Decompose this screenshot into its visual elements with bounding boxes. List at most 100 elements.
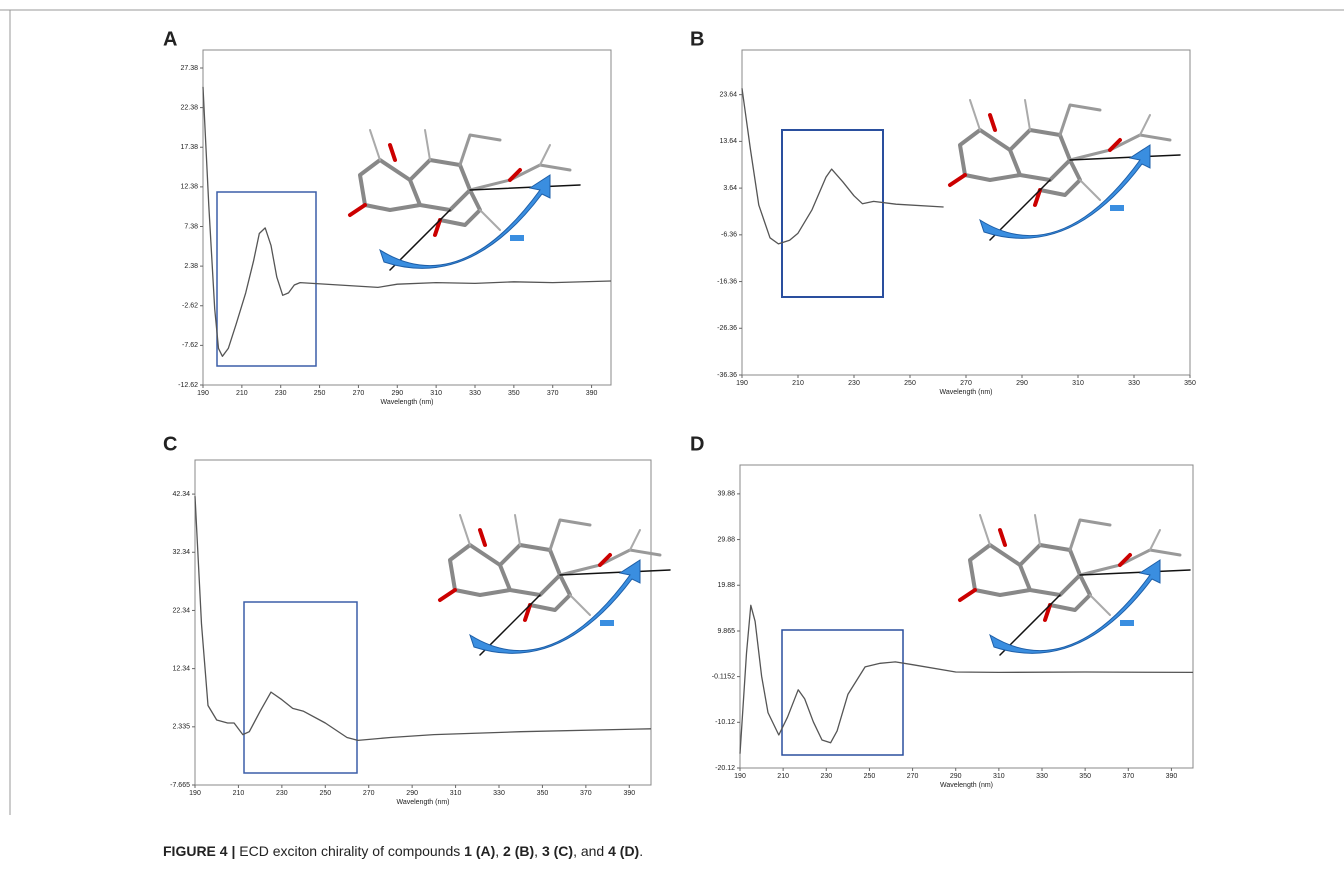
y-tick-label: 12.38 — [180, 184, 198, 191]
y-tick-label: -7.62 — [182, 342, 198, 349]
x-tick-label: 270 — [353, 390, 365, 397]
x-tick-label: 330 — [1128, 380, 1140, 387]
caption-part: , — [495, 843, 503, 859]
bond — [980, 515, 990, 545]
caption-part: FIGURE 4 | — [163, 843, 235, 859]
x-tick-label: 390 — [1166, 773, 1178, 780]
bond — [1020, 545, 1080, 595]
panel-letter: A — [163, 28, 177, 50]
x-tick-label: 350 — [1079, 773, 1091, 780]
caption-part: , — [534, 843, 542, 859]
y-tick-label: -7.665 — [170, 782, 190, 789]
bond — [410, 160, 470, 210]
y-tick-label: 19.88 — [717, 582, 735, 589]
y-tick-label: -12.62 — [178, 382, 198, 389]
y-tick-label: 32.34 — [172, 549, 190, 556]
molecule-model — [350, 130, 580, 270]
bond — [990, 115, 995, 130]
x-tick-label: 310 — [1072, 380, 1084, 387]
ecd-curve — [742, 88, 944, 244]
plot-frame — [742, 50, 1190, 375]
y-tick-label: 39.88 — [717, 491, 735, 498]
bond — [515, 515, 520, 545]
y-tick-label: 23.64 — [719, 92, 737, 99]
plot-frame — [740, 465, 1193, 768]
bond — [500, 545, 560, 595]
y-tick-label: -36.36 — [717, 372, 737, 379]
bond — [960, 590, 975, 600]
bond — [390, 145, 395, 160]
highlight-box — [217, 192, 316, 366]
bond — [1000, 530, 1005, 545]
x-tick-label: 290 — [950, 773, 962, 780]
caption-part: 2 (B) — [503, 843, 534, 859]
x-tick-label: 350 — [508, 390, 520, 397]
panel-letter: D — [690, 433, 704, 455]
x-tick-label: 330 — [469, 390, 481, 397]
highlight-box — [782, 130, 883, 297]
y-tick-label: 22.38 — [180, 104, 198, 111]
y-tick-label: 29.88 — [717, 536, 735, 543]
bond — [1025, 100, 1030, 130]
y-tick-label: 12.34 — [172, 665, 190, 672]
y-tick-label: 3.64 — [723, 185, 737, 192]
x-axis-label: Wavelength (nm) — [396, 799, 449, 806]
bond — [540, 145, 550, 165]
x-tick-label: 210 — [236, 390, 248, 397]
x-axis-label: Wavelength (nm) — [939, 389, 992, 396]
bond — [950, 175, 965, 185]
y-tick-label: -26.36 — [717, 325, 737, 332]
legend-swatch — [1120, 620, 1134, 626]
panel-letter: C — [163, 433, 177, 455]
ecd-curve — [195, 496, 651, 740]
x-tick-label: 250 — [904, 380, 916, 387]
x-tick-label: 330 — [493, 790, 505, 797]
bond — [1080, 180, 1100, 200]
y-tick-label: 27.38 — [180, 65, 198, 72]
bond — [1035, 515, 1040, 545]
highlight-box — [244, 602, 357, 773]
bond — [460, 515, 470, 545]
x-tick-label: 390 — [623, 790, 635, 797]
x-tick-label: 230 — [820, 773, 832, 780]
bond — [1150, 530, 1160, 550]
y-tick-label: -20.12 — [715, 765, 735, 772]
x-tick-label: 370 — [580, 790, 592, 797]
x-tick-label: 370 — [1122, 773, 1134, 780]
bond — [1010, 130, 1070, 180]
caption-part: ECD exciton chirality of compounds — [235, 843, 464, 859]
y-tick-label: 7.38 — [184, 223, 198, 230]
y-tick-label: -0.1152 — [712, 673, 735, 680]
figure: FIGURE 4 | ECD exciton chirality of comp… — [0, 0, 1344, 870]
x-tick-label: 250 — [314, 390, 326, 397]
x-tick-label: 210 — [233, 790, 245, 797]
x-tick-label: 210 — [777, 773, 789, 780]
x-tick-label: 350 — [1184, 380, 1196, 387]
y-tick-label: 2.335 — [172, 724, 190, 731]
bond — [350, 205, 365, 215]
plot-frame — [203, 50, 611, 385]
caption-part: 4 (D) — [608, 843, 639, 859]
caption-part: 1 (A) — [464, 843, 495, 859]
x-tick-label: 230 — [276, 790, 288, 797]
x-tick-label: 310 — [430, 390, 442, 397]
x-tick-label: 190 — [197, 390, 209, 397]
y-tick-label: 42.34 — [172, 491, 190, 498]
x-tick-label: 310 — [993, 773, 1005, 780]
x-tick-label: 270 — [960, 380, 972, 387]
molecule-model — [960, 515, 1190, 655]
x-tick-label: 310 — [450, 790, 462, 797]
x-tick-label: 270 — [363, 790, 375, 797]
caption-part: . — [639, 843, 643, 859]
y-tick-label: 17.38 — [180, 144, 198, 151]
ecd-curve — [740, 605, 1193, 753]
bond — [1070, 520, 1110, 550]
y-tick-label: 13.64 — [719, 138, 737, 145]
x-tick-label: 270 — [907, 773, 919, 780]
x-tick-label: 230 — [848, 380, 860, 387]
x-tick-label: 190 — [736, 380, 748, 387]
ecd-curve — [203, 87, 611, 356]
x-tick-label: 250 — [864, 773, 876, 780]
x-tick-label: 290 — [1016, 380, 1028, 387]
y-tick-label: -10.12 — [715, 719, 735, 726]
